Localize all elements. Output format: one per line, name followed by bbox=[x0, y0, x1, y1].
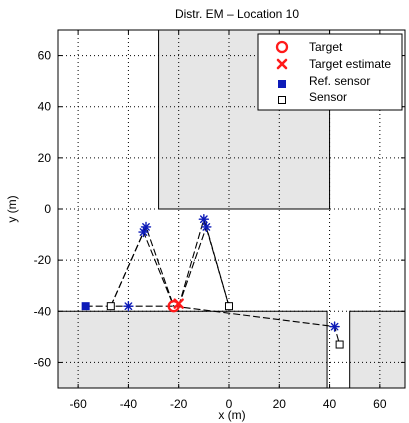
reflection-point-marker bbox=[123, 300, 134, 312]
x-tick-label: -40 bbox=[120, 397, 138, 411]
legend-label-ref-sensor: Ref. sensor bbox=[309, 74, 370, 88]
x-tick-label: -20 bbox=[170, 397, 188, 411]
x-tick-label: 40 bbox=[323, 397, 337, 411]
reflection-point-marker-stroke bbox=[199, 215, 208, 224]
y-tick-label: 60 bbox=[38, 49, 52, 63]
legend-item-target-estimate: Target estimate bbox=[276, 57, 391, 71]
target-marker bbox=[167, 300, 180, 313]
reflection-point-marker bbox=[201, 221, 212, 233]
sensor-square-icon bbox=[278, 96, 286, 104]
sensor-marker bbox=[106, 302, 115, 311]
y-tick-label: -20 bbox=[34, 253, 52, 267]
reflection-point-marker bbox=[138, 226, 149, 238]
tick-layer: -60 -40 -20 0 20 40 60 60 40 20 0 -20 -40 -60 bbox=[34, 30, 405, 411]
x-tick-label: -60 bbox=[69, 397, 87, 411]
target-estimate-marker bbox=[173, 298, 184, 309]
legend-label-target: Target bbox=[309, 40, 343, 54]
lower-left-ground bbox=[57, 310, 328, 389]
legend-label-target-estimate: Target estimate bbox=[309, 57, 391, 71]
y-tick-label: -60 bbox=[34, 355, 52, 369]
marker-layer bbox=[81, 214, 344, 349]
x-tick-label: 60 bbox=[373, 397, 387, 411]
sensor-marker bbox=[335, 340, 344, 349]
legend-item-ref-sensor: Ref. sensor bbox=[278, 74, 370, 88]
y-tick-label: -40 bbox=[34, 304, 52, 318]
reflection-point-marker-stroke bbox=[124, 302, 133, 311]
target-estimate-cross-icon bbox=[276, 58, 288, 70]
x-tick-label: 0 bbox=[226, 397, 233, 411]
chart-title: Distr. EM – Location 10 bbox=[175, 7, 299, 21]
reflection-point-marker bbox=[329, 321, 340, 332]
reflection-point-marker-stroke bbox=[330, 322, 339, 331]
legend: Target Target estimate Ref. sensor Senso… bbox=[257, 33, 403, 111]
x-tick-label: 20 bbox=[273, 397, 287, 411]
target-marker-icon bbox=[275, 40, 289, 54]
sensor-marker bbox=[224, 302, 233, 311]
ref-sensor-marker bbox=[81, 302, 90, 311]
reflection-point-marker-stroke bbox=[202, 223, 211, 231]
legend-item-sensor: Sensor bbox=[278, 90, 347, 104]
lower-right-ground bbox=[349, 310, 406, 389]
y-axis-label: y (m) bbox=[5, 195, 19, 222]
legend-label-sensor: Sensor bbox=[309, 90, 347, 104]
legend-item-target: Target bbox=[275, 40, 343, 54]
x-axis-label: x (m) bbox=[218, 408, 245, 422]
reflection-point-marker-stroke bbox=[139, 228, 148, 236]
y-tick-label: 0 bbox=[44, 202, 51, 216]
ref-sensor-square-icon bbox=[278, 80, 286, 88]
y-tick-label: 40 bbox=[38, 100, 52, 114]
reflection-point-marker bbox=[198, 214, 210, 225]
y-tick-label: 20 bbox=[38, 151, 52, 165]
